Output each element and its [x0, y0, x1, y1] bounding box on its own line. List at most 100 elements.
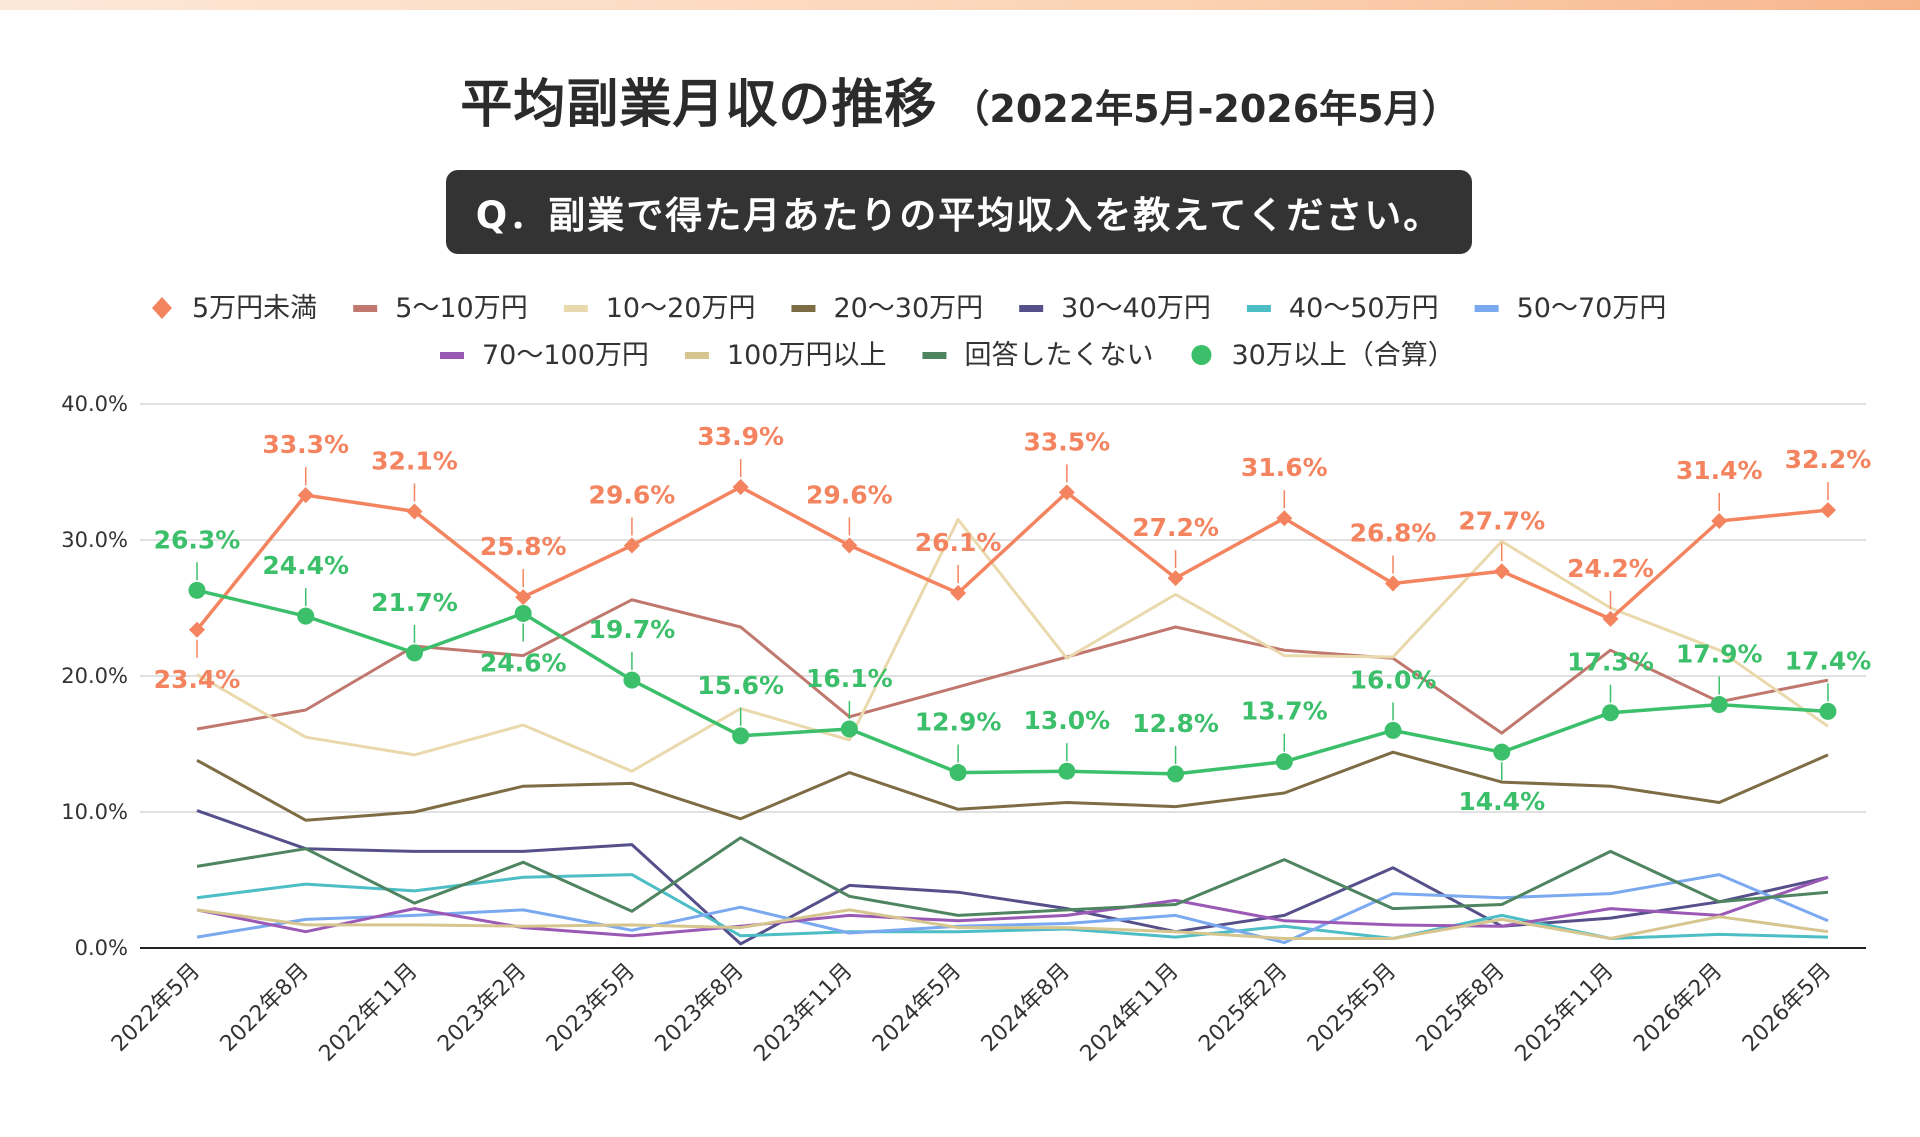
data-point	[1493, 743, 1511, 761]
x-tick-label: 2025年2月	[1194, 959, 1292, 1057]
data-label: 12.9%	[915, 708, 1002, 737]
series-line	[195, 485, 1829, 631]
x-tick-label: 2024年11月	[1076, 959, 1184, 1067]
series-line	[196, 873, 1829, 945]
x-tick-label: 2023年2月	[433, 959, 531, 1057]
data-point	[1167, 570, 1184, 587]
legend-marker	[152, 297, 172, 319]
legend-label: 10〜20万円	[606, 293, 756, 324]
y-tick-label: 10.0%	[61, 800, 128, 824]
data-label: 17.3%	[1567, 648, 1654, 677]
x-tick-label: 2022年11月	[315, 959, 423, 1067]
x-tick-label: 2023年8月	[651, 959, 749, 1057]
data-point	[1058, 484, 1075, 501]
data-point	[623, 537, 640, 554]
data-point	[1058, 762, 1076, 780]
top-accent-bar	[0, 0, 1920, 10]
data-label: 32.2%	[1785, 445, 1872, 474]
legend-label: 20〜30万円	[833, 293, 983, 324]
series-line	[196, 750, 1829, 822]
data-point	[1276, 510, 1293, 527]
data-label: 24.2%	[1567, 554, 1654, 583]
data-label: 24.6%	[480, 648, 567, 677]
legend-swatch	[353, 305, 378, 312]
series-line	[196, 809, 1829, 946]
title-sub: （2022年5月-2026年5月）	[951, 87, 1460, 131]
data-label: 29.6%	[806, 480, 893, 509]
data-point	[297, 607, 315, 625]
x-tick-label: 2025年8月	[1412, 959, 1510, 1057]
x-tick-label: 2023年11月	[749, 959, 857, 1067]
title-main: 平均副業月収の推移	[460, 75, 938, 135]
data-label: 27.2%	[1132, 513, 1219, 542]
data-label: 12.8%	[1132, 709, 1219, 738]
data-label: 24.4%	[262, 551, 349, 580]
data-point	[297, 487, 314, 504]
data-point	[1167, 765, 1185, 783]
data-point	[405, 644, 423, 662]
data-point	[1819, 502, 1836, 519]
data-point	[1602, 610, 1619, 627]
data-label: 19.7%	[589, 615, 676, 644]
x-tick-label: 2024年8月	[977, 959, 1075, 1057]
data-point	[1601, 704, 1619, 722]
data-label: 26.8%	[1350, 519, 1437, 548]
data-point	[950, 585, 967, 602]
data-label: 27.7%	[1458, 506, 1545, 535]
data-label: 26.1%	[915, 528, 1002, 557]
data-point	[515, 589, 532, 606]
data-point	[840, 720, 858, 738]
legend-label: 70〜100万円	[482, 340, 649, 371]
series-line	[196, 875, 1829, 938]
data-point	[949, 764, 967, 782]
question-banner: Q．副業で得た月あたりの平均収入を教えてください。	[446, 170, 1472, 254]
data-label: 13.0%	[1023, 706, 1110, 735]
legend-label: 回答したくない	[964, 340, 1153, 371]
y-tick-label: 40.0%	[61, 392, 128, 416]
data-point	[1711, 512, 1728, 529]
data-point	[1384, 721, 1402, 739]
legend-label: 30万以上（合算）	[1231, 340, 1454, 371]
legend-swatch	[791, 305, 816, 312]
x-tick-label: 2025年5月	[1303, 959, 1401, 1057]
y-tick-label: 30.0%	[61, 528, 128, 552]
data-point	[189, 621, 205, 638]
legend-label: 5万円未満	[192, 293, 317, 324]
legend-swatch	[440, 352, 464, 359]
data-label: 17.9%	[1676, 640, 1763, 669]
data-label: 16.1%	[806, 664, 893, 693]
legend-label: 50〜70万円	[1517, 293, 1667, 324]
legend-swatch	[1474, 305, 1499, 312]
x-tick-label: 2026年2月	[1629, 959, 1727, 1057]
legend-label: 5〜10万円	[395, 293, 528, 324]
data-label: 29.6%	[589, 480, 676, 509]
data-label: 32.1%	[371, 446, 458, 475]
data-point	[623, 671, 641, 689]
legend-label: 100万円以上	[727, 340, 887, 371]
x-tick-label: 2025年11月	[1511, 959, 1619, 1067]
legend-swatch	[684, 352, 709, 359]
data-point	[188, 581, 206, 599]
data-point	[1385, 575, 1402, 592]
series-line	[196, 598, 1829, 735]
data-point	[1819, 702, 1837, 720]
series-line	[196, 836, 1829, 917]
data-label: 16.0%	[1350, 665, 1437, 694]
x-tick-label: 2026年5月	[1738, 959, 1836, 1057]
data-label: 31.6%	[1241, 453, 1328, 482]
y-tick-label: 0.0%	[75, 936, 128, 960]
series-line	[196, 518, 1829, 773]
data-point	[732, 478, 749, 495]
data-point	[1275, 753, 1293, 771]
data-point	[732, 727, 750, 745]
data-label: 13.7%	[1241, 697, 1328, 726]
data-label: 33.9%	[697, 422, 784, 451]
series-line	[196, 588, 1829, 776]
series-line	[196, 908, 1829, 940]
data-label: 33.3%	[262, 430, 349, 459]
data-label: 14.4%	[1458, 787, 1545, 816]
x-tick-label: 2022年5月	[107, 959, 205, 1057]
data-label: 23.4%	[154, 665, 241, 694]
legend-swatch	[563, 305, 588, 312]
data-point	[514, 604, 532, 622]
